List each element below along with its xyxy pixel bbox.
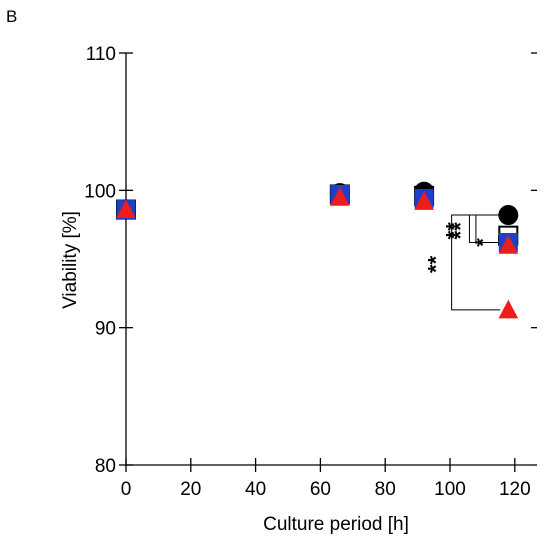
x-tick-label: 20: [180, 479, 201, 500]
significance-star: **: [441, 222, 466, 240]
triangle-point: [330, 187, 350, 206]
x-tick-label: 0: [121, 479, 132, 500]
y-tick-label: 100: [84, 181, 116, 202]
x-tick-label: 120: [499, 479, 531, 500]
triangle-point: [498, 235, 519, 254]
triangle-point: [498, 299, 519, 319]
triangle-point: [414, 191, 434, 210]
panel-label: B: [6, 7, 17, 26]
y-axis-title: Viability [%]: [60, 211, 81, 309]
significance-star: **: [448, 222, 473, 240]
circle-point: [498, 205, 519, 226]
triangle-point: [116, 199, 136, 219]
y-tick-label: 110: [86, 44, 116, 65]
x-tick-label: 60: [310, 479, 331, 500]
significance-bracket: [475, 214, 501, 244]
y-tick-label: 80: [95, 456, 116, 477]
y-tick-label: 90: [95, 319, 116, 340]
x-tick-label: 100: [434, 479, 466, 500]
significance-star: **: [424, 255, 449, 273]
x-tick-label: 80: [375, 479, 396, 500]
significance-brackets: *******: [424, 214, 501, 311]
x-axis-title: Culture period [h]: [263, 514, 409, 535]
x-tick-label: 40: [245, 479, 266, 500]
data-points: [116, 181, 519, 319]
axes: 80 90 100 110 0 20 40 60 80 100 120: [84, 44, 537, 500]
significance-star: *: [471, 238, 496, 247]
